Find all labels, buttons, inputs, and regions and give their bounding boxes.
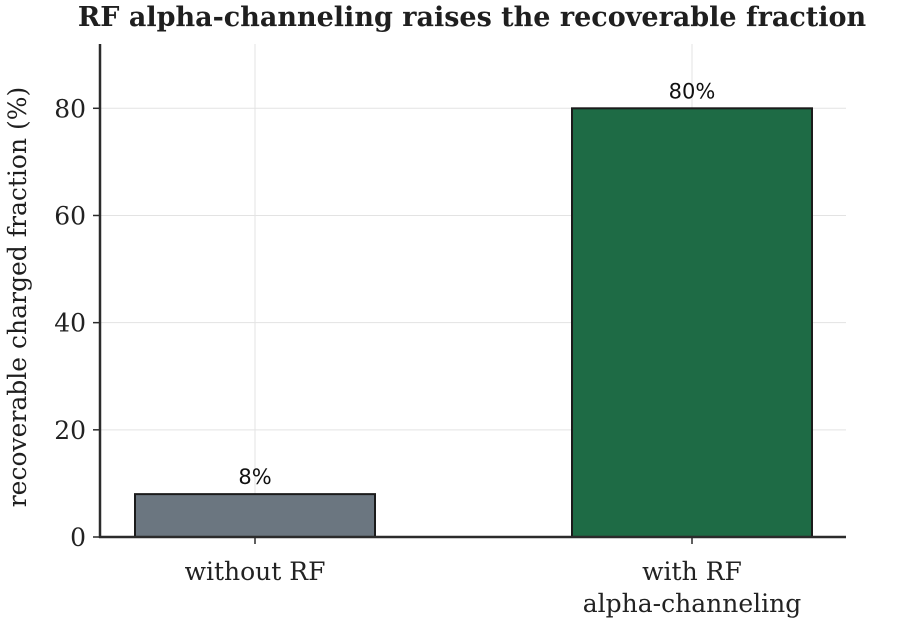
y-tick-label: 60 [54,201,86,230]
y-tick-label: 20 [54,416,86,445]
y-tick-label: 40 [54,309,86,338]
x-tick-label: with RF [642,557,742,586]
axes: 0 20 40 60 80 without RF with RF alpha-channeli… [54,44,846,618]
bar [134,493,376,538]
x-tick-label: alpha-channeling [583,589,801,618]
y-tick-label: 80 [54,94,86,123]
y-tick-label: 0 [70,523,86,552]
data-labels: 8% 80% [238,79,715,489]
data-label: 80% [669,79,716,103]
bar [571,107,813,538]
y-axis-label: recoverable charged fraction (%) [3,87,32,508]
x-tick-label: without RF [185,557,326,586]
chart-title: RF alpha-channeling raises the recoverab… [78,2,867,33]
data-label: 8% [238,465,271,489]
